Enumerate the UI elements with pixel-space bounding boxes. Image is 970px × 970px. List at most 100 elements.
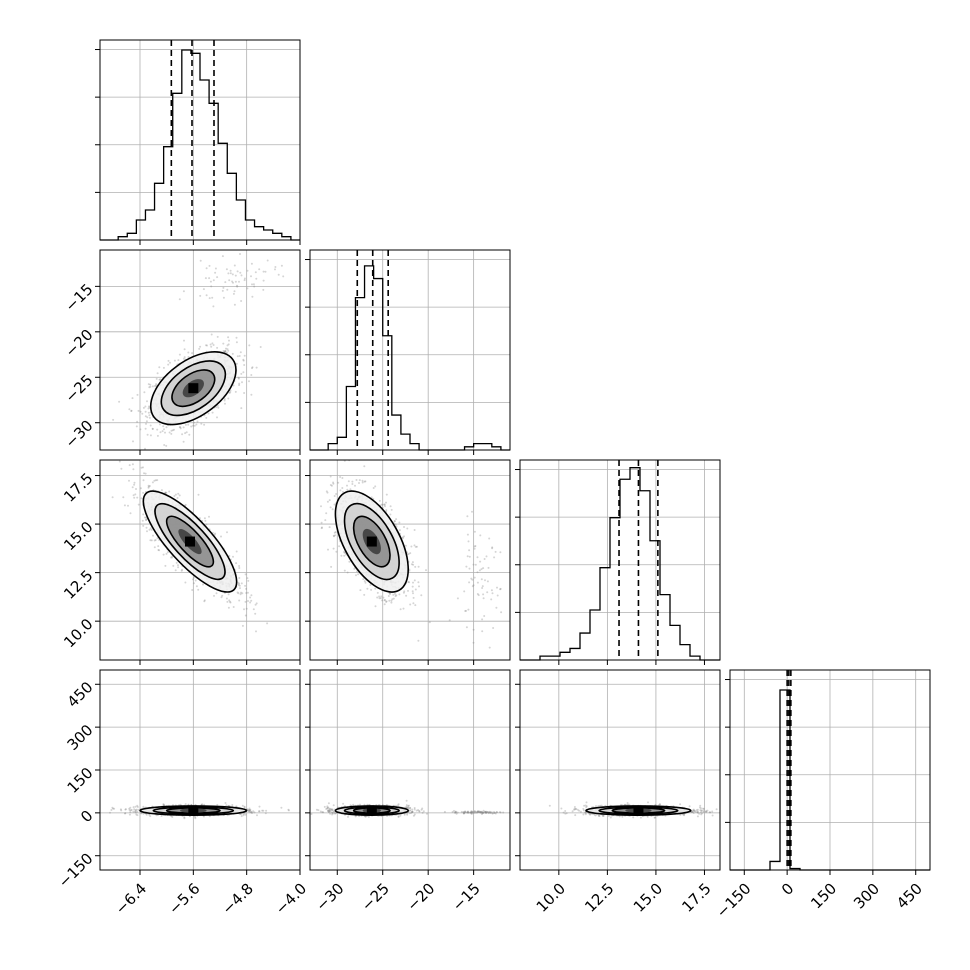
sample-point — [160, 489, 163, 492]
sample-point — [149, 539, 152, 542]
sample-point — [174, 493, 177, 496]
sample-point — [162, 366, 165, 369]
sample-point — [132, 810, 135, 813]
sample-point — [205, 344, 207, 347]
sample-point — [157, 549, 160, 551]
sample-point — [258, 805, 261, 808]
sample-point — [389, 505, 392, 508]
sample-point — [206, 344, 208, 347]
sample-point — [120, 809, 123, 812]
sample-point — [473, 545, 476, 548]
sample-point — [399, 608, 402, 611]
sample-point — [341, 487, 344, 489]
sample-point — [253, 285, 256, 288]
sample-point — [262, 279, 265, 282]
sample-point — [485, 555, 488, 558]
sample-point — [128, 479, 130, 482]
sample-point — [184, 432, 187, 435]
sample-point — [244, 584, 247, 587]
sample-point — [244, 813, 247, 816]
sample-point — [388, 599, 391, 602]
sample-point — [238, 599, 241, 602]
sample-point — [229, 601, 232, 604]
sample-point — [201, 803, 204, 806]
sample-point — [235, 550, 238, 553]
sample-point — [277, 273, 280, 276]
sample-point — [167, 359, 170, 362]
sample-point — [184, 423, 187, 426]
sample-point — [468, 581, 471, 584]
sample-point — [251, 367, 253, 370]
sample-point — [339, 489, 342, 492]
sample-point — [390, 601, 393, 604]
sample-point — [158, 423, 161, 426]
sample-point — [190, 425, 193, 428]
sample-point — [343, 551, 346, 554]
sample-point — [235, 341, 238, 344]
sample-point — [411, 590, 414, 593]
sample-point — [251, 295, 254, 298]
sample-point — [226, 288, 229, 291]
sample-point — [398, 529, 401, 532]
sample-point — [248, 344, 251, 347]
sample-point — [236, 355, 239, 358]
sample-point — [239, 351, 242, 354]
sample-point — [355, 479, 358, 481]
sample-point — [411, 561, 414, 564]
sample-point — [212, 279, 215, 282]
sample-point — [383, 603, 386, 606]
sample-point — [215, 592, 218, 595]
sample-point — [347, 480, 350, 483]
sample-point — [214, 532, 217, 535]
sample-point — [152, 534, 154, 537]
sample-point — [473, 547, 476, 550]
sample-point — [488, 537, 491, 540]
sample-point — [164, 431, 166, 434]
sample-point — [401, 536, 404, 539]
sample-point — [247, 808, 250, 811]
sample-point — [162, 553, 165, 556]
sample-point — [148, 485, 151, 487]
sample-point — [480, 578, 483, 581]
sample-point — [330, 484, 333, 487]
sample-point — [155, 377, 158, 380]
sample-point — [252, 608, 255, 611]
sample-point — [483, 615, 486, 617]
sample-point — [209, 280, 212, 283]
density-peak — [366, 536, 377, 547]
sample-point — [383, 503, 386, 506]
sample-point — [480, 568, 483, 571]
sample-point — [145, 518, 148, 521]
sample-point — [184, 581, 187, 584]
sample-point — [113, 807, 116, 810]
sample-point — [173, 359, 176, 362]
sample-point — [232, 606, 235, 608]
sample-point — [185, 431, 188, 434]
sample-point — [266, 622, 269, 625]
sample-point — [153, 479, 156, 482]
sample-point — [238, 384, 241, 387]
sample-point — [182, 357, 185, 360]
sample-point — [163, 444, 166, 446]
sample-point — [153, 539, 156, 542]
sample-point — [328, 499, 331, 502]
sample-point — [134, 809, 137, 812]
sample-point — [413, 529, 416, 531]
sample-point — [456, 597, 459, 600]
sample-point — [250, 811, 253, 814]
sample-point — [139, 410, 142, 413]
sample-point — [495, 606, 498, 609]
sample-point — [214, 271, 217, 274]
sample-point — [252, 283, 255, 286]
sample-point — [492, 627, 495, 629]
sample-point — [425, 569, 427, 572]
sample-point — [482, 567, 485, 570]
sample-point — [264, 270, 267, 273]
sample-point — [488, 646, 491, 649]
sample-point — [165, 444, 168, 447]
sample-point — [481, 630, 484, 633]
sample-point — [147, 405, 150, 408]
sample-point — [471, 578, 474, 581]
sample-point — [192, 576, 195, 579]
sample-point — [337, 481, 340, 484]
